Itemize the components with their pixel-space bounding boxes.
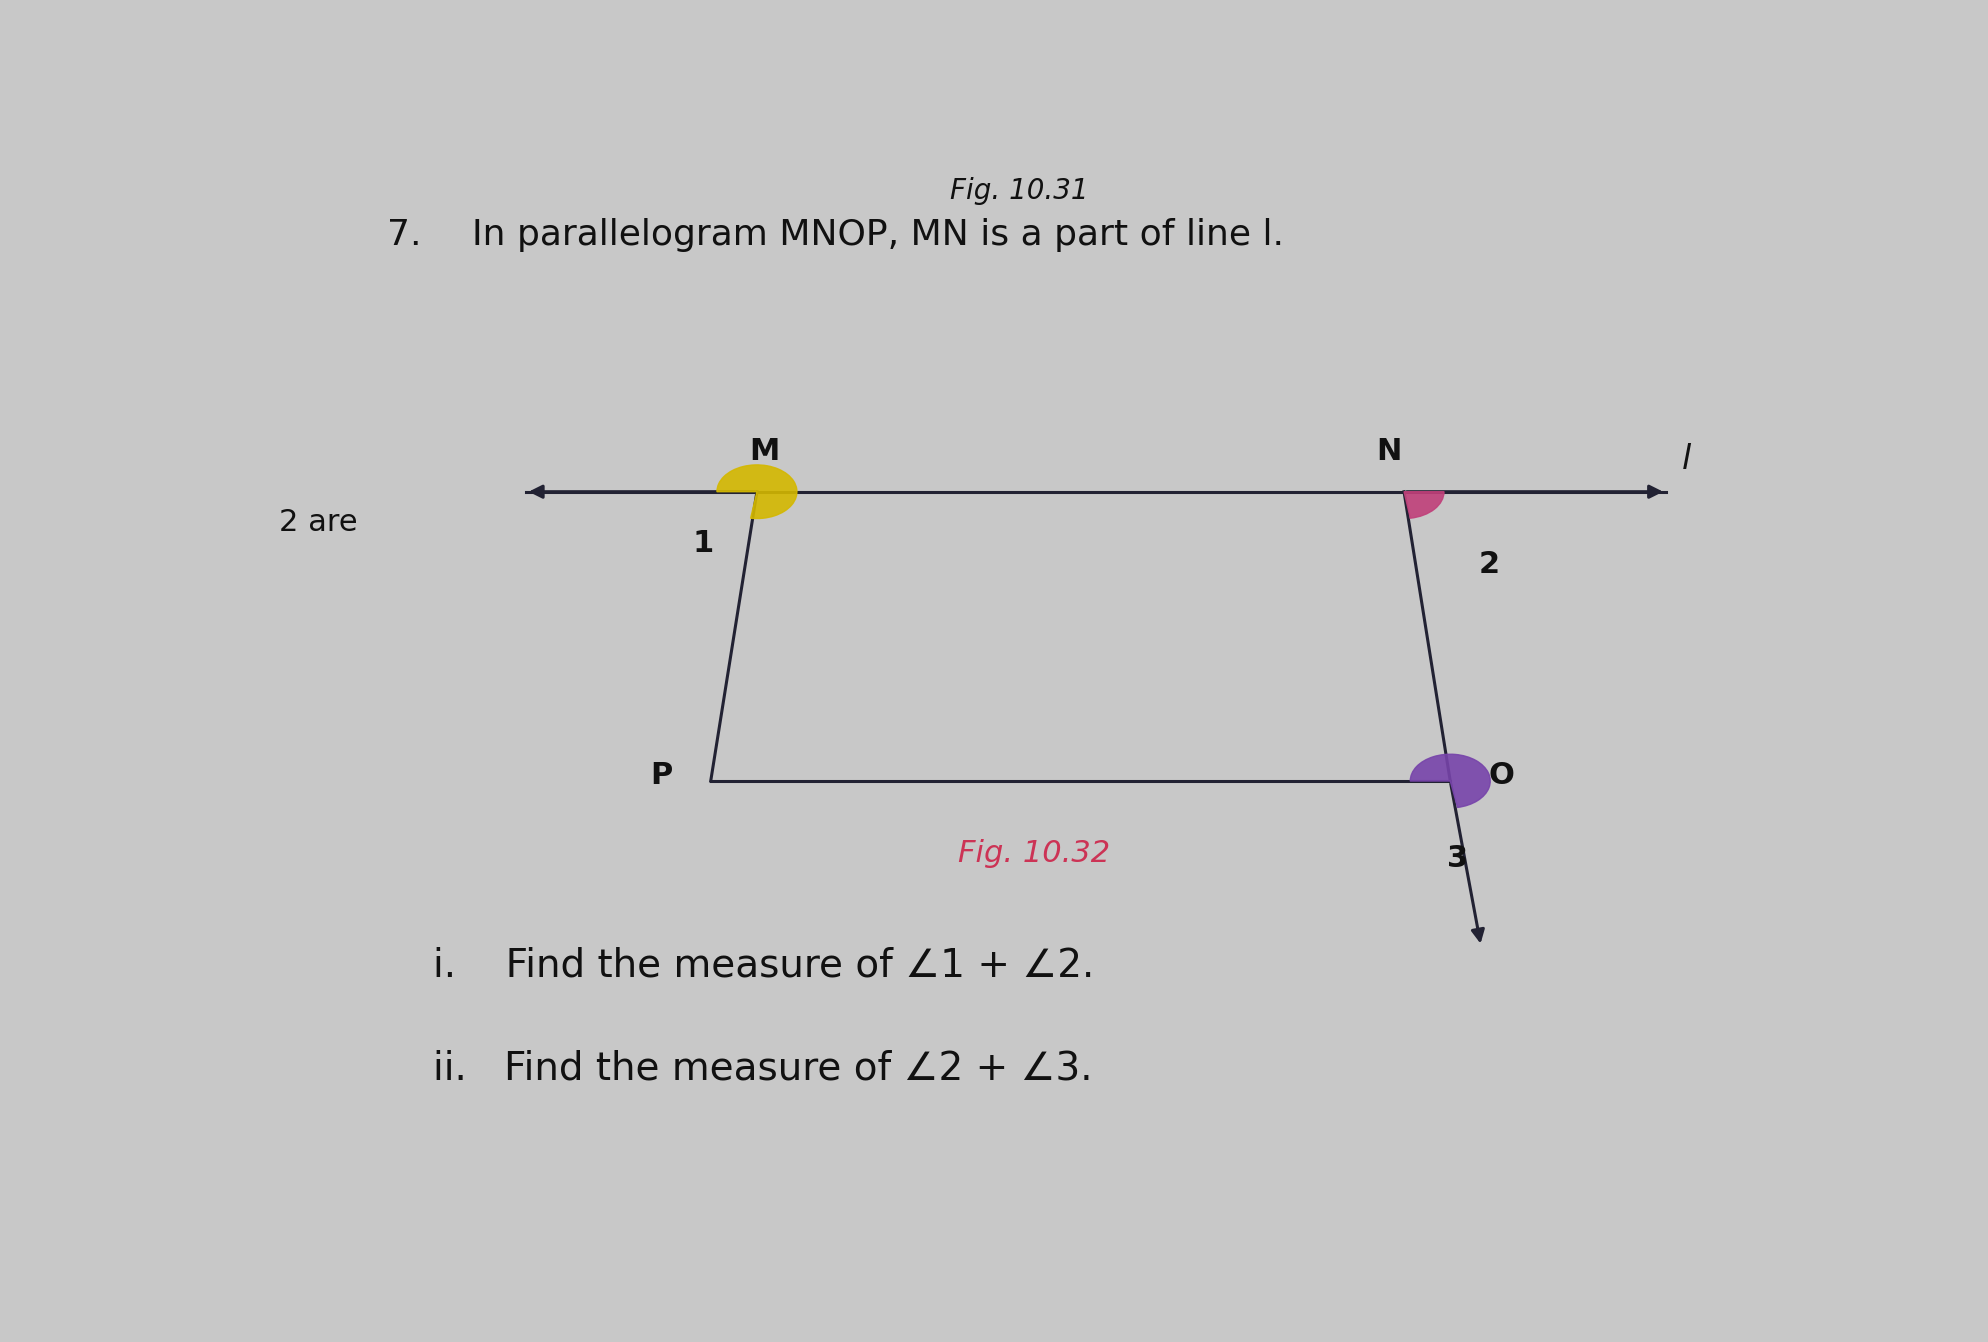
Text: 1: 1 bbox=[692, 529, 714, 558]
Text: Fig. 10.32: Fig. 10.32 bbox=[958, 839, 1111, 868]
Text: M: M bbox=[749, 437, 779, 466]
Text: 2: 2 bbox=[1479, 549, 1499, 578]
Text: l: l bbox=[1682, 443, 1690, 476]
Text: N: N bbox=[1376, 437, 1402, 466]
Text: ii.   Find the measure of ∠2 + ∠3.: ii. Find the measure of ∠2 + ∠3. bbox=[433, 1049, 1093, 1088]
Wedge shape bbox=[718, 464, 797, 518]
Text: i.    Find the measure of ∠1 + ∠2.: i. Find the measure of ∠1 + ∠2. bbox=[433, 946, 1095, 985]
Text: 2 are: 2 are bbox=[278, 509, 358, 537]
Text: Fig. 10.31: Fig. 10.31 bbox=[950, 177, 1087, 204]
Wedge shape bbox=[1404, 491, 1443, 518]
Text: In parallelogram MNOP, MN is a part of line l.: In parallelogram MNOP, MN is a part of l… bbox=[471, 217, 1284, 252]
Text: O: O bbox=[1489, 761, 1515, 790]
Text: 7.: 7. bbox=[388, 217, 421, 252]
Wedge shape bbox=[1409, 754, 1491, 808]
Text: 3: 3 bbox=[1447, 844, 1469, 874]
Text: P: P bbox=[650, 761, 672, 790]
